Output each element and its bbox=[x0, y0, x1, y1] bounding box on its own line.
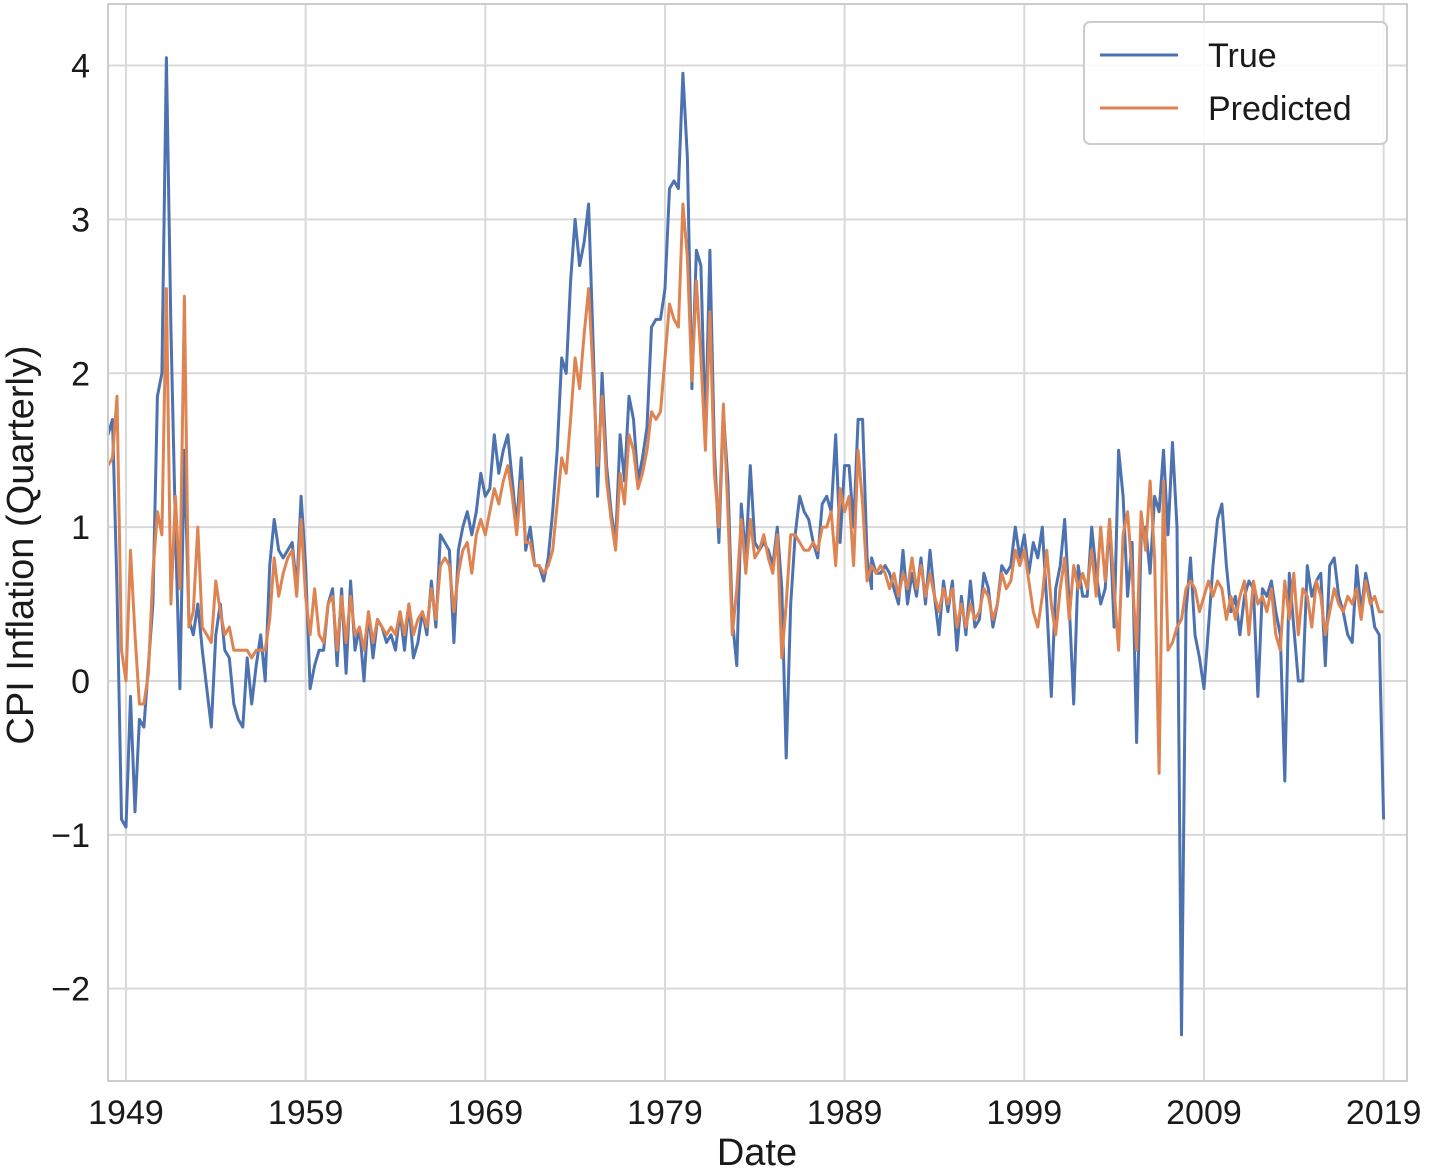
y-tick-label: 4 bbox=[71, 48, 90, 86]
x-tick-label: 2019 bbox=[1346, 1094, 1422, 1132]
legend: True Predicted bbox=[1083, 21, 1388, 145]
x-tick-labels: 1949 1959 1969 1979 1989 1999 2009 2019 bbox=[88, 1094, 1421, 1132]
plot-frame bbox=[107, 3, 1408, 1082]
x-tick-label: 1949 bbox=[88, 1094, 164, 1132]
x-tick-label: 1979 bbox=[627, 1094, 703, 1132]
y-axis-title: CPI Inflation (Quarterly) bbox=[0, 345, 42, 744]
y-tick-label: 0 bbox=[71, 663, 90, 701]
x-tick-label: 1959 bbox=[268, 1094, 344, 1132]
y-tick-label: 3 bbox=[71, 201, 90, 239]
legend-label-predicted: Predicted bbox=[1208, 90, 1352, 128]
x-tick-label: 2009 bbox=[1166, 1094, 1242, 1132]
x-axis-title: Date bbox=[717, 1132, 797, 1171]
x-tick-label: 1969 bbox=[447, 1094, 523, 1132]
series-layer bbox=[106, 56, 1386, 1037]
y-tick-label: −1 bbox=[51, 817, 90, 855]
y-tick-label: −2 bbox=[51, 971, 90, 1009]
legend-label-true: True bbox=[1208, 37, 1277, 75]
series-line-true bbox=[106, 56, 1386, 1037]
x-tick-label: 1989 bbox=[807, 1094, 883, 1132]
y-tick-label: 2 bbox=[71, 355, 90, 393]
series-line-predicted bbox=[106, 202, 1384, 775]
y-tick-labels: −2 −1 0 1 2 3 4 bbox=[51, 48, 90, 1009]
legend-box bbox=[1083, 21, 1388, 145]
y-tick-label: 1 bbox=[71, 509, 90, 547]
x-tick-label: 1999 bbox=[986, 1094, 1062, 1132]
grid bbox=[108, 4, 1407, 1081]
